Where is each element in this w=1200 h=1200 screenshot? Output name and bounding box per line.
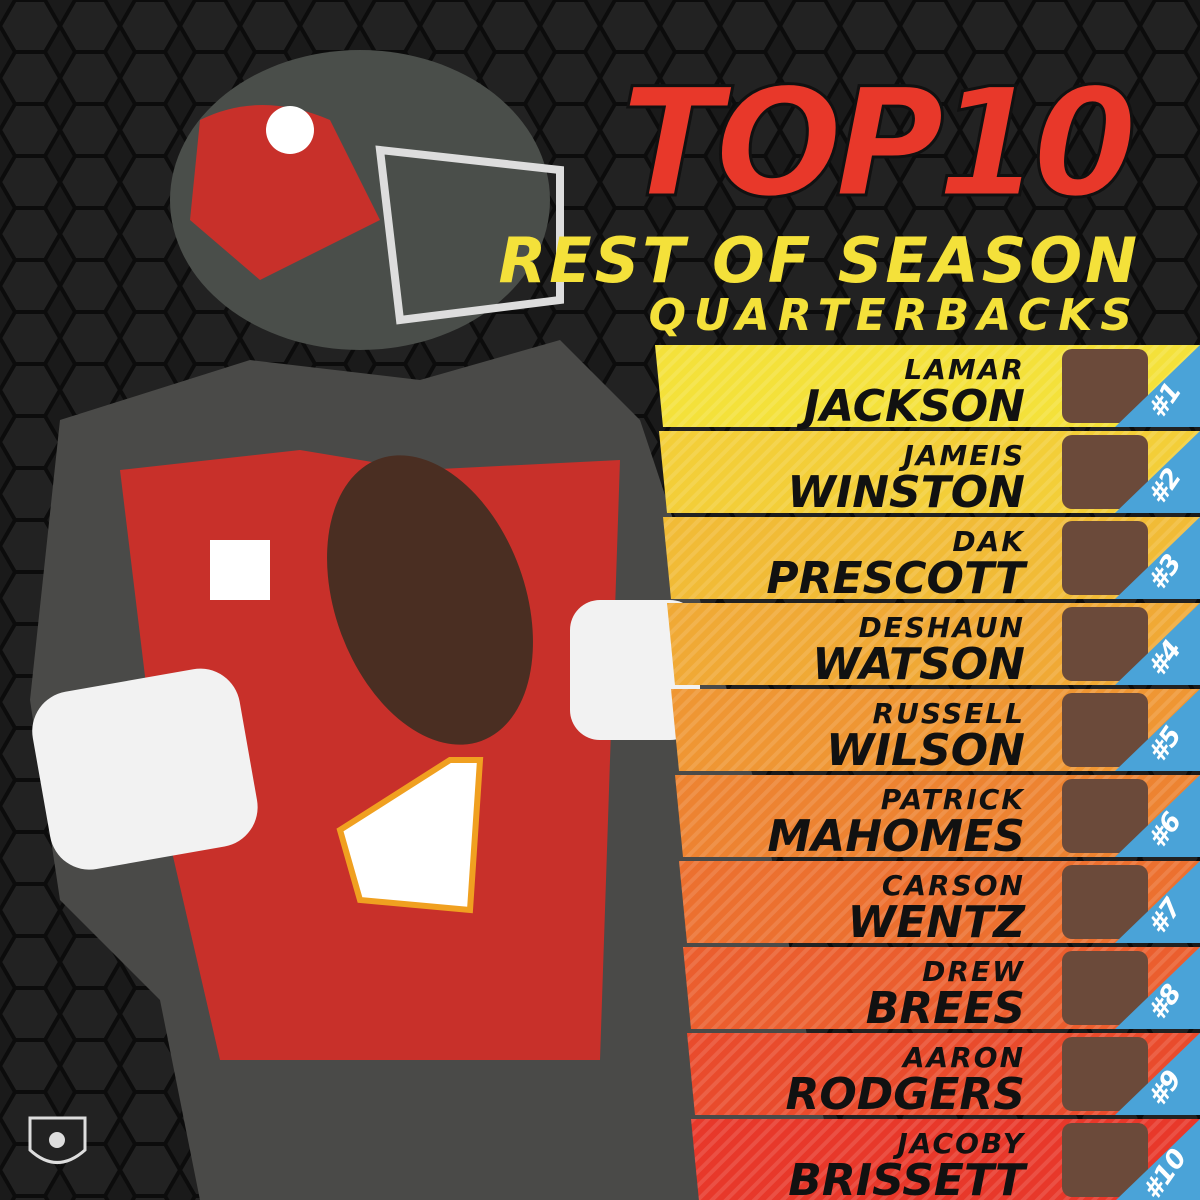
headshot [1062, 1123, 1148, 1197]
watermark-logo [28, 1116, 87, 1164]
headshot [1062, 607, 1148, 681]
first-name: LAMAR [904, 353, 1025, 386]
rank-badge [1115, 345, 1200, 427]
rank-badge [1116, 1119, 1200, 1200]
last-name: BRISSETT [788, 1155, 1028, 1200]
rank-badge [1115, 431, 1200, 513]
rank-badge [1115, 689, 1200, 771]
first-name: PATRICK [881, 783, 1026, 816]
first-name: AARON [901, 1041, 1025, 1074]
headshot [1062, 779, 1148, 853]
rank-badge [1115, 947, 1200, 1029]
headshot [1062, 435, 1148, 509]
last-name: WATSON [812, 639, 1025, 690]
last-name: WINSTON [787, 467, 1025, 518]
first-name: DAK [952, 525, 1025, 558]
headshot [1062, 865, 1148, 939]
headshot [1062, 951, 1148, 1025]
subtitle: REST OF SEASON [498, 224, 1140, 297]
first-name: DESHAUN [858, 611, 1025, 644]
first-name: JACOBY [892, 1127, 1025, 1160]
last-name: MAHOMES [767, 811, 1025, 862]
headshot [1062, 1037, 1148, 1111]
first-name: CARSON [882, 869, 1025, 902]
headshot [1062, 349, 1148, 423]
headshot [1062, 693, 1148, 767]
last-name: PRESCOTT [766, 553, 1028, 604]
first-name: JAMEIS [898, 439, 1025, 472]
title: TOP10 [621, 57, 1133, 231]
first-name: RUSSELL [873, 697, 1025, 730]
last-name: WILSON [826, 725, 1025, 776]
last-name: JACKSON [796, 381, 1025, 432]
last-name: WENTZ [848, 897, 1026, 948]
rank-badge [1115, 775, 1200, 857]
last-name: RODGERS [785, 1069, 1025, 1120]
rank-badge [1115, 861, 1200, 943]
last-name: BREES [866, 983, 1025, 1034]
player-illustration [30, 50, 840, 1200]
rank-badge [1115, 603, 1200, 685]
subtitle: QUARTERBACKS [649, 290, 1140, 341]
first-name: DREW [922, 955, 1025, 988]
headshot [1062, 521, 1148, 595]
rank-badge [1115, 517, 1200, 599]
rank-badge [1115, 1033, 1200, 1115]
